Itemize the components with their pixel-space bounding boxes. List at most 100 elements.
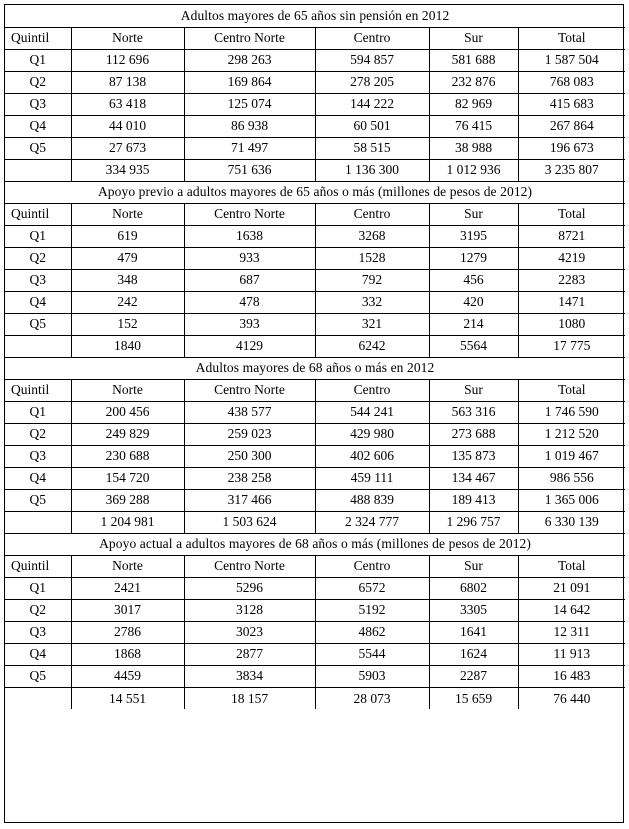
table-cell: 2877 [183,642,316,666]
table-row: Q1 2421 5296 6572 6802 21 091 [5,576,626,600]
table-cell: 3017 [70,598,185,622]
table-cell: 71 497 [183,136,316,160]
table-cell: 393 [183,312,316,336]
table-total-row: 1 204 981 1 503 624 2 324 777 1 296 757 6 33… [5,510,626,534]
column-header-region-5: Total [517,202,626,226]
table-row: Q4 242 478 332 420 1471 [5,290,626,314]
table-row: Q4 44 010 86 938 60 501 76 415 267 864 [5,114,626,138]
table-cell: 134 467 [428,466,519,490]
table-cell: 250 300 [183,444,316,468]
row-label: Q1 [5,224,72,248]
table-row: Q2 87 138 169 864 278 205 232 876 768 083 [5,70,626,94]
table-cell: 278 205 [314,70,430,94]
combined-statistics-table: Adultos mayores de 65 años sin pensión e… [5,5,626,709]
table-cell: 456 [428,268,519,292]
table-cell: 200 456 [70,400,185,424]
row-label [5,158,72,182]
column-header-region-3: Centro [314,554,430,578]
table-total-row: 1840 4129 6242 5564 17 775 [5,334,626,358]
table-cell: 1528 [314,246,430,270]
table-cell: 60 501 [314,114,430,138]
table-cell: 5192 [314,598,430,622]
table-cell: 3 235 807 [517,158,626,182]
table-cell: 1 212 520 [517,422,626,446]
table-cell: 86 938 [183,114,316,138]
column-header-region-1: Norte [70,202,185,226]
table-cell: 1 587 504 [517,48,626,72]
table-cell: 3834 [183,664,316,688]
table-cell: 58 515 [314,136,430,160]
table-row: Q5 369 288 317 466 488 839 189 413 1 365 006 [5,488,626,512]
table-cell: 768 083 [517,70,626,94]
table-cell: 38 988 [428,136,519,160]
table-cell: 169 864 [183,70,316,94]
table-row: Q3 348 687 792 456 2283 [5,268,626,292]
table-cell: 581 688 [428,48,519,72]
column-header-region-3: Centro [314,202,430,226]
table-cell: 5544 [314,642,430,666]
table-row: Q5 27 673 71 497 58 515 38 988 196 673 [5,136,626,160]
table-cell: 1638 [183,224,316,248]
table-cell: 1 503 624 [183,510,316,534]
column-header-row: Quintil Norte Centro Norte Centro Sur Total [5,26,626,50]
table-cell: 230 688 [70,444,185,468]
table-row: Q2 479 933 1528 1279 4219 [5,246,626,270]
table-cell: 2786 [70,620,185,644]
table-cell: 3128 [183,598,316,622]
row-label: Q5 [5,312,72,336]
table-cell: 6 330 139 [517,510,626,534]
table-cell: 1 746 590 [517,400,626,424]
table-cell: 1080 [517,312,626,336]
table-cell: 332 [314,290,430,314]
column-header-region-3: Centro [314,26,430,50]
table-cell: 321 [314,312,430,336]
table-cell: 144 222 [314,92,430,116]
table-cell: 154 720 [70,466,185,490]
row-label: Q3 [5,620,72,644]
table-cell: 792 [314,268,430,292]
table-row: Q5 4459 3834 5903 2287 16 483 [5,664,626,688]
table-cell: 4459 [70,664,185,688]
column-header-quintil: Quintil [5,554,72,578]
column-header-row: Quintil Norte Centro Norte Centro Sur Total [5,202,626,226]
table-row: Q3 63 418 125 074 144 222 82 969 415 683 [5,92,626,116]
row-label: Q2 [5,246,72,270]
table-cell: 189 413 [428,488,519,512]
row-label: Q2 [5,598,72,622]
table-cell: 429 980 [314,422,430,446]
table-cell: 232 876 [428,70,519,94]
section-title-row: Adultos mayores de 68 años o más en 2012 [5,356,626,380]
table-cell: 544 241 [314,400,430,424]
row-label: Q2 [5,422,72,446]
table-cell: 1 296 757 [428,510,519,534]
table-cell: 317 466 [183,488,316,512]
column-header-quintil: Quintil [5,202,72,226]
row-label: Q1 [5,400,72,424]
table-cell: 15 659 [428,686,519,709]
table-cell: 459 111 [314,466,430,490]
table-cell: 2283 [517,268,626,292]
column-header-region-3: Centro [314,378,430,402]
table-row: Q3 230 688 250 300 402 606 135 873 1 019 467 [5,444,626,468]
column-header-row: Quintil Norte Centro Norte Centro Sur Total [5,378,626,402]
table-cell: 1624 [428,642,519,666]
table-cell: 44 010 [70,114,185,138]
table-cell: 14 642 [517,598,626,622]
column-header-region-4: Sur [428,202,519,226]
table-cell: 21 091 [517,576,626,600]
table-cell: 125 074 [183,92,316,116]
row-label: Q5 [5,136,72,160]
table-cell: 2421 [70,576,185,600]
column-header-region-5: Total [517,26,626,50]
column-header-row: Quintil Norte Centro Norte Centro Sur Total [5,554,626,578]
section-title-row: Adultos mayores de 65 años sin pensión e… [5,5,626,28]
table-row: Q1 112 696 298 263 594 857 581 688 1 587 504 [5,48,626,72]
row-label: Q5 [5,488,72,512]
table-cell: 933 [183,246,316,270]
column-header-region-2: Centro Norte [183,26,316,50]
table-cell: 152 [70,312,185,336]
table-cell: 1 365 006 [517,488,626,512]
table-cell: 1471 [517,290,626,314]
table-row: Q3 2786 3023 4862 1641 12 311 [5,620,626,644]
table-cell: 298 263 [183,48,316,72]
